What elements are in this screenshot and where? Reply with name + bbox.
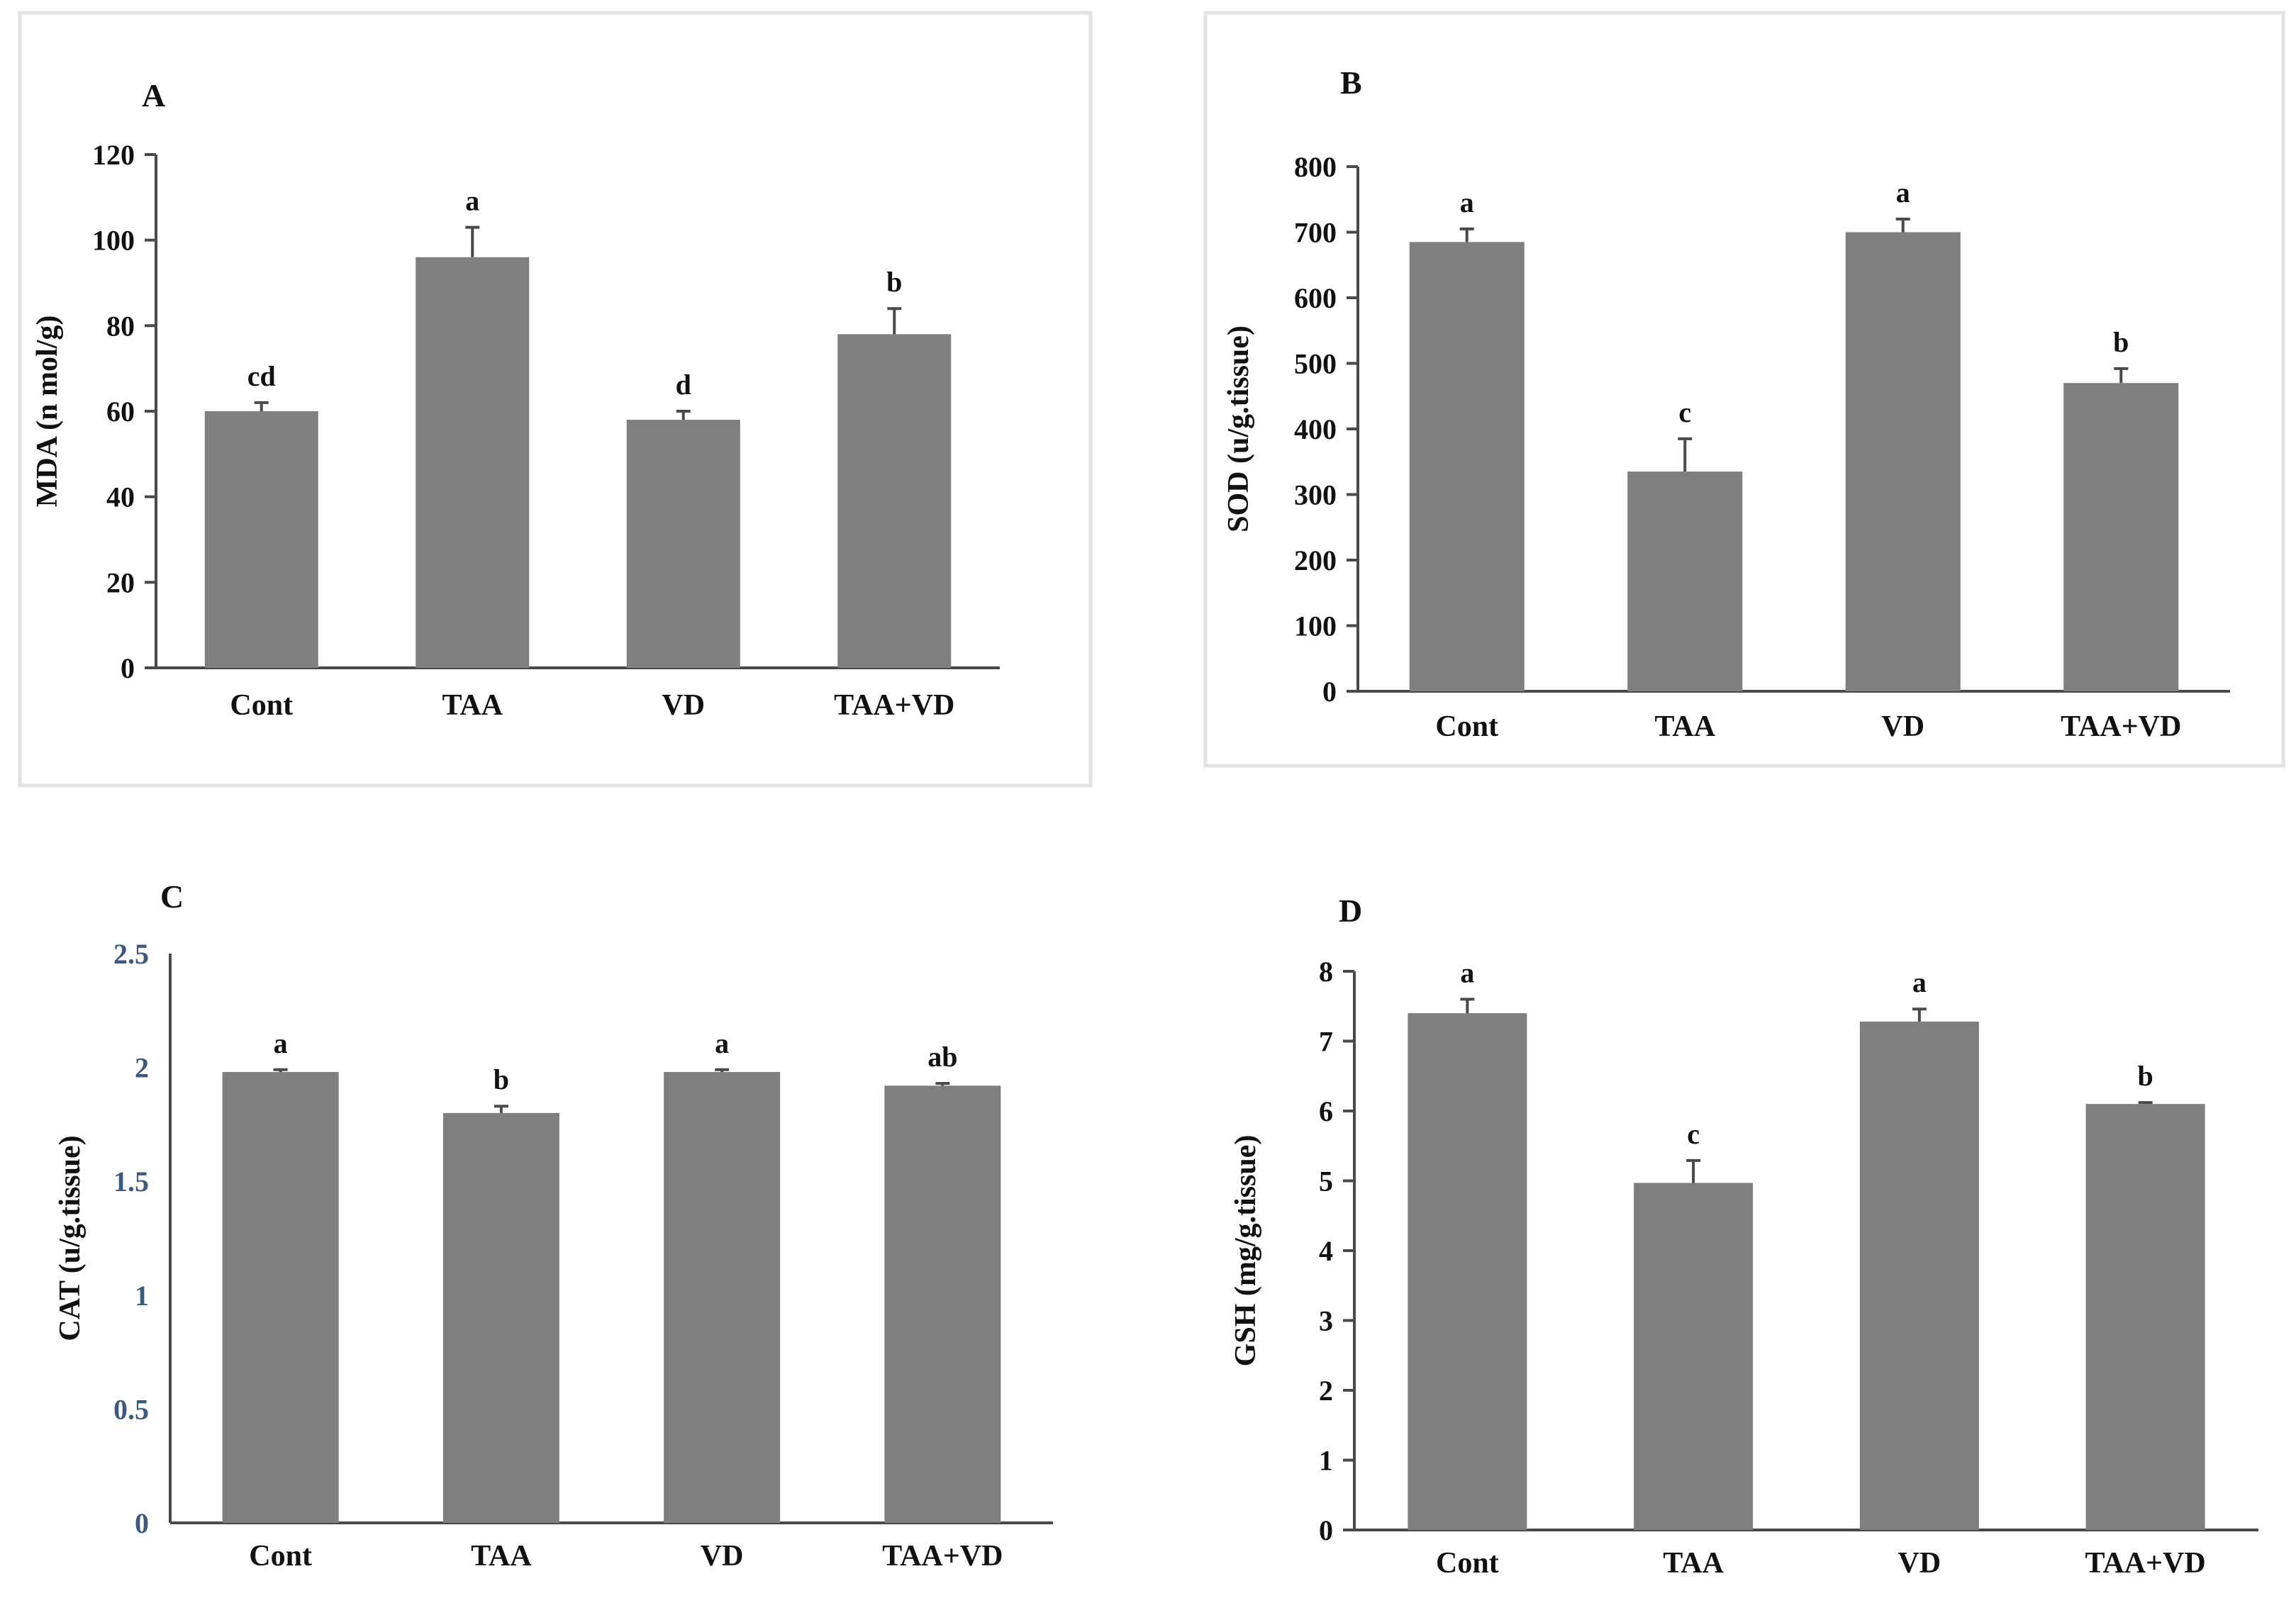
y-tick-label: 60 xyxy=(106,396,135,428)
bar-cont xyxy=(1409,242,1525,691)
significance-label: b xyxy=(2138,1060,2153,1092)
y-axis-label: GSH (mg/g.tissue) xyxy=(1230,1135,1262,1367)
x-tick-label: TAA xyxy=(471,1540,532,1573)
y-tick-label: 0 xyxy=(1319,1514,1333,1546)
bar-cont xyxy=(1408,1013,1527,1530)
x-tick-label: VD xyxy=(1881,710,1924,743)
x-tick-label: VD xyxy=(662,689,705,722)
x-tick-label: TAA+VD xyxy=(2061,710,2181,743)
y-axis-label: MDA (n mol/g) xyxy=(31,315,64,508)
bar-cont xyxy=(204,411,318,668)
panel-letter: A xyxy=(142,77,165,113)
x-tick-label: Cont xyxy=(1435,710,1498,743)
y-tick-label: 0 xyxy=(1322,676,1337,708)
significance-label: a xyxy=(1912,966,1927,998)
panel-b: B 0 100 200 300 400 500 600 700 800 SOD (u/g.tissu… xyxy=(1203,11,2285,768)
y-tick-label: 1.5 xyxy=(113,1166,149,1197)
y-tick-label: 80 xyxy=(106,310,135,342)
panel-c: C 0 0.5 1 1.5 2 2.5 CAT (u/g.tissue) a Cont b TAA a V… xyxy=(54,878,1053,1573)
panel-letter: C xyxy=(160,878,184,915)
y-tick-label: 4 xyxy=(1319,1235,1333,1267)
x-tick-label: VD xyxy=(701,1540,744,1573)
y-tick-label: 2 xyxy=(135,1052,149,1084)
significance-label: a xyxy=(465,185,479,217)
y-tick-label: 120 xyxy=(92,139,135,171)
x-tick-label: Cont xyxy=(249,1540,312,1573)
significance-label: b xyxy=(2113,326,2129,358)
bar-vd xyxy=(626,420,740,668)
y-tick-label: 100 xyxy=(92,225,135,257)
bar-taa xyxy=(1634,1183,1754,1530)
bar-taa-plus-vd xyxy=(2063,383,2179,691)
x-tick-label: TAA xyxy=(1663,1547,1724,1580)
bar-taa-plus-vd xyxy=(2085,1104,2205,1530)
significance-label: a xyxy=(274,1027,288,1059)
y-tick-label: 6 xyxy=(1319,1095,1333,1127)
bar-taa xyxy=(1627,471,1743,691)
bar-taa-plus-vd xyxy=(884,1085,1001,1523)
y-tick-label: 2 xyxy=(1319,1375,1333,1407)
y-tick-label: 40 xyxy=(106,481,135,513)
significance-label: b xyxy=(494,1063,509,1095)
significance-label: cd xyxy=(247,360,276,392)
y-tick-label: 2.5 xyxy=(113,938,149,970)
y-tick-label: 400 xyxy=(1294,413,1337,445)
significance-label: a xyxy=(1460,186,1474,218)
significance-label: a xyxy=(1896,177,1910,208)
significance-label: c xyxy=(1687,1118,1700,1150)
y-tick-label: 600 xyxy=(1294,282,1337,314)
panel-letter: D xyxy=(1339,893,1362,929)
x-tick-label: Cont xyxy=(230,689,293,722)
bar-vd xyxy=(1845,232,1961,691)
panel-d: D 0 1 2 3 4 5 6 7 8 GSH (mg/g.tissue) a Cont c TAA a VD b… xyxy=(1230,893,2258,1580)
y-tick-label: 7 xyxy=(1319,1026,1333,1058)
y-tick-label: 8 xyxy=(1319,956,1333,988)
x-tick-label: TAA+VD xyxy=(2085,1547,2206,1580)
y-tick-label: 0 xyxy=(121,652,135,684)
y-axis-label: CAT (u/g.tissue) xyxy=(54,1135,87,1341)
x-tick-label: TAA xyxy=(1654,710,1715,743)
y-tick-label: 700 xyxy=(1294,217,1337,249)
bar-cont xyxy=(222,1072,339,1523)
y-tick-label: 100 xyxy=(1294,610,1337,642)
significance-label: a xyxy=(715,1027,729,1059)
significance-label: b xyxy=(886,266,902,298)
y-tick-label: 0.5 xyxy=(113,1393,149,1425)
y-tick-label: 200 xyxy=(1294,544,1337,576)
significance-label: ab xyxy=(927,1041,957,1073)
y-axis-label: SOD (u/g.tissue) xyxy=(1222,325,1255,532)
x-tick-label: TAA+VD xyxy=(834,689,954,722)
x-tick-label: Cont xyxy=(1436,1547,1499,1580)
y-tick-label: 5 xyxy=(1319,1166,1333,1197)
y-tick-label: 3 xyxy=(1319,1305,1333,1337)
bar-vd xyxy=(1859,1021,1979,1530)
significance-label: a xyxy=(1460,956,1474,988)
significance-label: d xyxy=(676,369,691,401)
panel-a: A 0 20 40 60 80 100 120 MDA (n mol/g) cd Cont a TAA d… xyxy=(18,11,1093,788)
y-tick-label: 500 xyxy=(1294,348,1337,380)
y-tick-label: 300 xyxy=(1294,479,1337,511)
bar-taa-plus-vd xyxy=(837,334,952,668)
panel-letter: B xyxy=(1340,65,1362,101)
y-tick-label: 800 xyxy=(1294,151,1337,183)
bar-vd xyxy=(664,1072,781,1523)
y-tick-label: 1 xyxy=(1319,1445,1333,1477)
y-tick-label: 20 xyxy=(106,566,135,598)
x-tick-label: VD xyxy=(1898,1547,1941,1580)
y-tick-label: 1 xyxy=(135,1280,149,1312)
x-tick-label: TAA xyxy=(442,689,503,722)
significance-label: c xyxy=(1678,396,1691,428)
bar-taa xyxy=(416,257,530,668)
bar-taa xyxy=(442,1112,559,1523)
x-tick-label: TAA+VD xyxy=(882,1540,1003,1573)
y-tick-label: 0 xyxy=(135,1507,149,1539)
